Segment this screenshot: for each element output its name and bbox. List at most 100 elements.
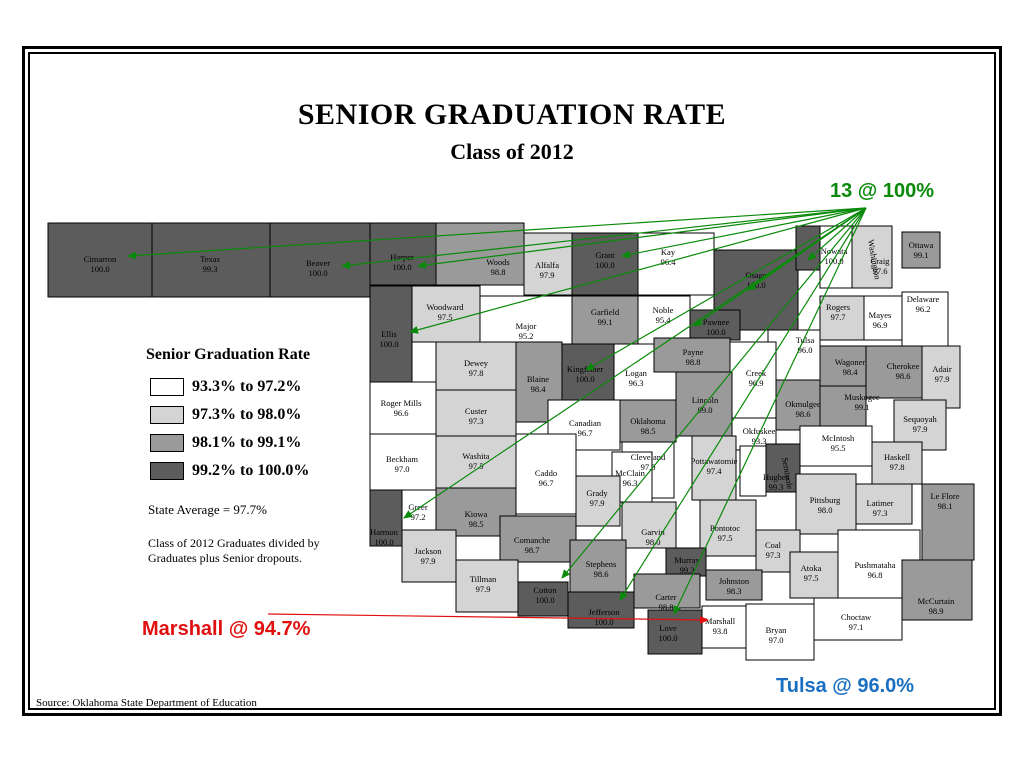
county-custer xyxy=(435,389,517,437)
county-tulsa xyxy=(767,329,821,381)
county-name-woods: Woods xyxy=(486,257,509,267)
hundred-percent-arrow xyxy=(341,207,867,270)
county-pontotoc xyxy=(699,499,757,557)
county-value-washita: 97.5 xyxy=(469,461,484,471)
legend-item: 99.2% to 100.0% xyxy=(150,460,309,482)
county-value-ellis: 100.0 xyxy=(379,339,398,349)
county-name-wagoner: Wagoner xyxy=(835,357,866,367)
county-value-payne: 98.8 xyxy=(686,357,701,367)
county-value-latimer: 97.3 xyxy=(873,508,888,518)
county-name-hughes: Hughes xyxy=(763,472,789,482)
county-name-cimarron: Cimarron xyxy=(84,254,117,264)
county-name-woodward: Woodward xyxy=(426,302,464,312)
county-atoka xyxy=(789,551,839,599)
county-beaver xyxy=(269,222,371,298)
county-noble xyxy=(637,295,691,345)
county-name-harmon: Harmon xyxy=(370,527,399,537)
county-value-lincoln: 99.0 xyxy=(698,405,713,415)
county-name-marshall: Marshall xyxy=(705,616,736,626)
county-value-alfalfa: 97.9 xyxy=(540,270,555,280)
county-name-delaware: Delaware xyxy=(907,294,940,304)
county-value-woodward: 97.5 xyxy=(438,312,453,322)
county-name-pittsburg: Pittsburg xyxy=(810,495,841,505)
county-name-washita: Washita xyxy=(462,451,489,461)
hundred-percent-arrow xyxy=(585,207,867,371)
legend-title: Senior Graduation Rate xyxy=(146,346,311,363)
county-value-caddo: 96.7 xyxy=(539,478,554,488)
legend-swatch xyxy=(150,462,184,480)
county-name-carter: Carter xyxy=(655,592,676,602)
county-harmon xyxy=(369,489,403,547)
county-value-cleveland: 97.0 xyxy=(641,462,656,472)
county-name-creek: Creek xyxy=(746,368,767,378)
county-name-lincoln: Lincoln xyxy=(692,395,719,405)
legend-swatch xyxy=(150,378,184,396)
county-value-garvin: 98.0 xyxy=(646,537,661,547)
county-name-major: Major xyxy=(516,321,537,331)
county-jackson xyxy=(401,529,457,583)
county-value-johnston: 98.3 xyxy=(727,586,742,596)
hundred-percent-arrow xyxy=(807,207,867,261)
county-name-dewey: Dewey xyxy=(464,358,489,368)
county-name-kingfisher: Kingfisher xyxy=(567,364,604,374)
county-name-jackson: Jackson xyxy=(415,546,443,556)
county-value-muskogee: 99.1 xyxy=(855,402,870,412)
county-name-coal: Coal xyxy=(765,540,782,550)
county-kay xyxy=(637,232,715,296)
county-stephens xyxy=(569,539,627,593)
county-name-garvin: Garvin xyxy=(641,527,665,537)
legend-label: 93.3% to 97.2% xyxy=(192,378,302,395)
county-value-coal: 97.3 xyxy=(766,550,781,560)
county-name-pontotoc: Pontotoc xyxy=(710,523,740,533)
county-name-roger-mills: Roger Mills xyxy=(381,398,422,408)
county-harper xyxy=(369,222,437,286)
county-value-atoka: 97.5 xyxy=(804,573,819,583)
county-value-adair: 97.9 xyxy=(935,374,950,384)
county-value-tillman: 97.9 xyxy=(476,584,491,594)
county-pottawatomie xyxy=(691,435,737,501)
county-caddo xyxy=(515,433,577,515)
county-value-cimarron: 100.0 xyxy=(90,264,109,274)
county-washita xyxy=(435,435,517,489)
county-name-beaver: Beaver xyxy=(306,258,330,268)
legend-label: 97.3% to 98.0% xyxy=(192,406,302,423)
county-name-beckham: Beckham xyxy=(386,454,418,464)
county-name-cherokee: Cherokee xyxy=(887,361,920,371)
county-name-blaine: Blaine xyxy=(527,374,549,384)
page-title: SENIOR GRADUATION RATE xyxy=(297,98,727,131)
county-name-harper: Harper xyxy=(390,252,414,262)
county-name-choctaw: Choctaw xyxy=(841,612,872,622)
county-name-atoka: Atoka xyxy=(801,563,822,573)
county-haskell xyxy=(871,441,923,485)
county-value-pushmataha: 96.8 xyxy=(868,570,883,580)
county-value-pittsburg: 98.0 xyxy=(818,505,833,515)
county-value-love: 100.0 xyxy=(658,633,677,643)
source-note: Source: Oklahoma State Department of Edu… xyxy=(36,697,257,709)
hundred-percent-callout: 13 @ 100% xyxy=(830,180,935,202)
county-name-payne: Payne xyxy=(683,347,704,357)
county-name-cleveland: Cleveland xyxy=(631,452,666,462)
county-value-garfield: 99.1 xyxy=(598,317,613,327)
hundred-percent-arrow xyxy=(621,207,867,259)
county-name-rogers: Rogers xyxy=(826,302,850,312)
county-name-latimer: Latimer xyxy=(867,498,894,508)
hundred-percent-arrow xyxy=(673,207,867,615)
county-name-caddo: Caddo xyxy=(535,468,557,478)
county-name-love: Love xyxy=(659,623,677,633)
county-name-kay: Kay xyxy=(661,247,676,257)
county-value-custer: 97.3 xyxy=(469,416,484,426)
county-value-carter: 98.8 xyxy=(659,602,674,612)
county-value-delaware: 96.2 xyxy=(916,304,931,314)
county-value-tulsa: 96.0 xyxy=(798,345,813,355)
county-value-blaine: 98.4 xyxy=(531,384,547,394)
county-ottawa xyxy=(901,231,941,269)
hundred-percent-arrow xyxy=(409,207,867,334)
county-value-stephens: 98.6 xyxy=(594,569,609,579)
county-value-jefferson: 100.0 xyxy=(594,617,613,627)
county-name-adair: Adair xyxy=(932,364,952,374)
county-value-mcclain: 96.3 xyxy=(623,478,638,488)
county-value-greer: 97.2 xyxy=(411,512,426,522)
county-value-choctaw: 97.1 xyxy=(849,622,864,632)
hundred-percent-arrow xyxy=(127,207,867,260)
method-note: Class of 2012 Graduates divided by Gradu… xyxy=(148,536,320,565)
